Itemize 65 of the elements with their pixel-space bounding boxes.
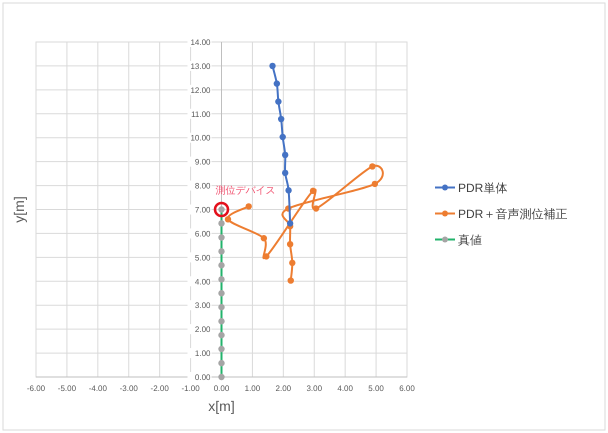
point: [286, 220, 294, 227]
x-axis-title: x[m]: [208, 398, 235, 414]
y-axis-title: y[m]: [11, 196, 27, 223]
y-tick-label: 10.00: [190, 134, 212, 143]
y-tick-label: 2.00: [194, 325, 212, 334]
x-tick-label: 0.00: [214, 384, 230, 393]
point: [275, 98, 282, 105]
point: [286, 240, 294, 248]
x-tick-label: 6.00: [399, 384, 416, 393]
x-tick-label: 5.00: [368, 384, 384, 393]
x-tick-label: 3.00: [306, 384, 323, 393]
y-tick-label: 13.00: [190, 62, 212, 71]
point: [218, 276, 225, 283]
x-tick-label: 4.00: [337, 384, 354, 393]
y-tick-label: 9.00: [194, 158, 212, 167]
point: [218, 248, 225, 255]
point: [218, 360, 225, 366]
x-tick-label: -2.00: [150, 384, 170, 393]
point: [218, 374, 225, 380]
y-tick-label: 4.00: [194, 277, 212, 286]
legend-label: PDR単体: [458, 181, 508, 195]
y-tick-label: 7.00: [194, 206, 212, 214]
point: [369, 163, 376, 170]
point: [218, 332, 225, 338]
point: [218, 304, 225, 310]
y-tick-label: 6.00: [194, 229, 212, 238]
annotation: 測位デバイス: [216, 184, 276, 196]
point: [218, 262, 225, 268]
point: [269, 62, 276, 70]
x-tick-label: 1.00: [244, 384, 261, 393]
point: [372, 180, 378, 188]
point: [282, 170, 288, 176]
point: [312, 205, 320, 212]
y-tick-label: 5.00: [194, 253, 212, 262]
legend-label: 真値: [458, 233, 482, 247]
y-tick-label: 8.00: [194, 182, 212, 191]
x-tick-label: -5.00: [58, 384, 77, 393]
y-tick-label: 3.00: [194, 301, 212, 310]
point: [282, 152, 288, 158]
legend-label: PDR＋音声測位補正: [458, 207, 568, 221]
point: [274, 80, 280, 87]
point: [218, 346, 225, 352]
point: [218, 220, 225, 227]
point: [278, 116, 284, 122]
point: [285, 187, 292, 194]
y-tick-label: 14.00: [190, 38, 212, 47]
point: [289, 260, 296, 266]
y-tick-label: 12.00: [190, 86, 212, 95]
point: [218, 318, 225, 324]
x-tick-label: -3.00: [120, 384, 138, 393]
x-tick-label: -6.00: [26, 384, 46, 393]
x-tick-label: 2.00: [276, 384, 292, 393]
point: [246, 203, 252, 210]
point: [260, 235, 268, 242]
point: [280, 134, 286, 140]
y-tick-label: 0.00: [194, 373, 212, 382]
y-tick-label: 11.00: [191, 110, 212, 119]
y-tick-label: 1.00: [194, 349, 212, 358]
point: [310, 188, 316, 194]
point: [224, 216, 232, 223]
x-tick-label: -1.00: [181, 384, 200, 393]
point: [218, 234, 225, 241]
x-tick-label: -4.00: [88, 384, 108, 393]
point: [218, 290, 225, 296]
point: [288, 277, 294, 284]
